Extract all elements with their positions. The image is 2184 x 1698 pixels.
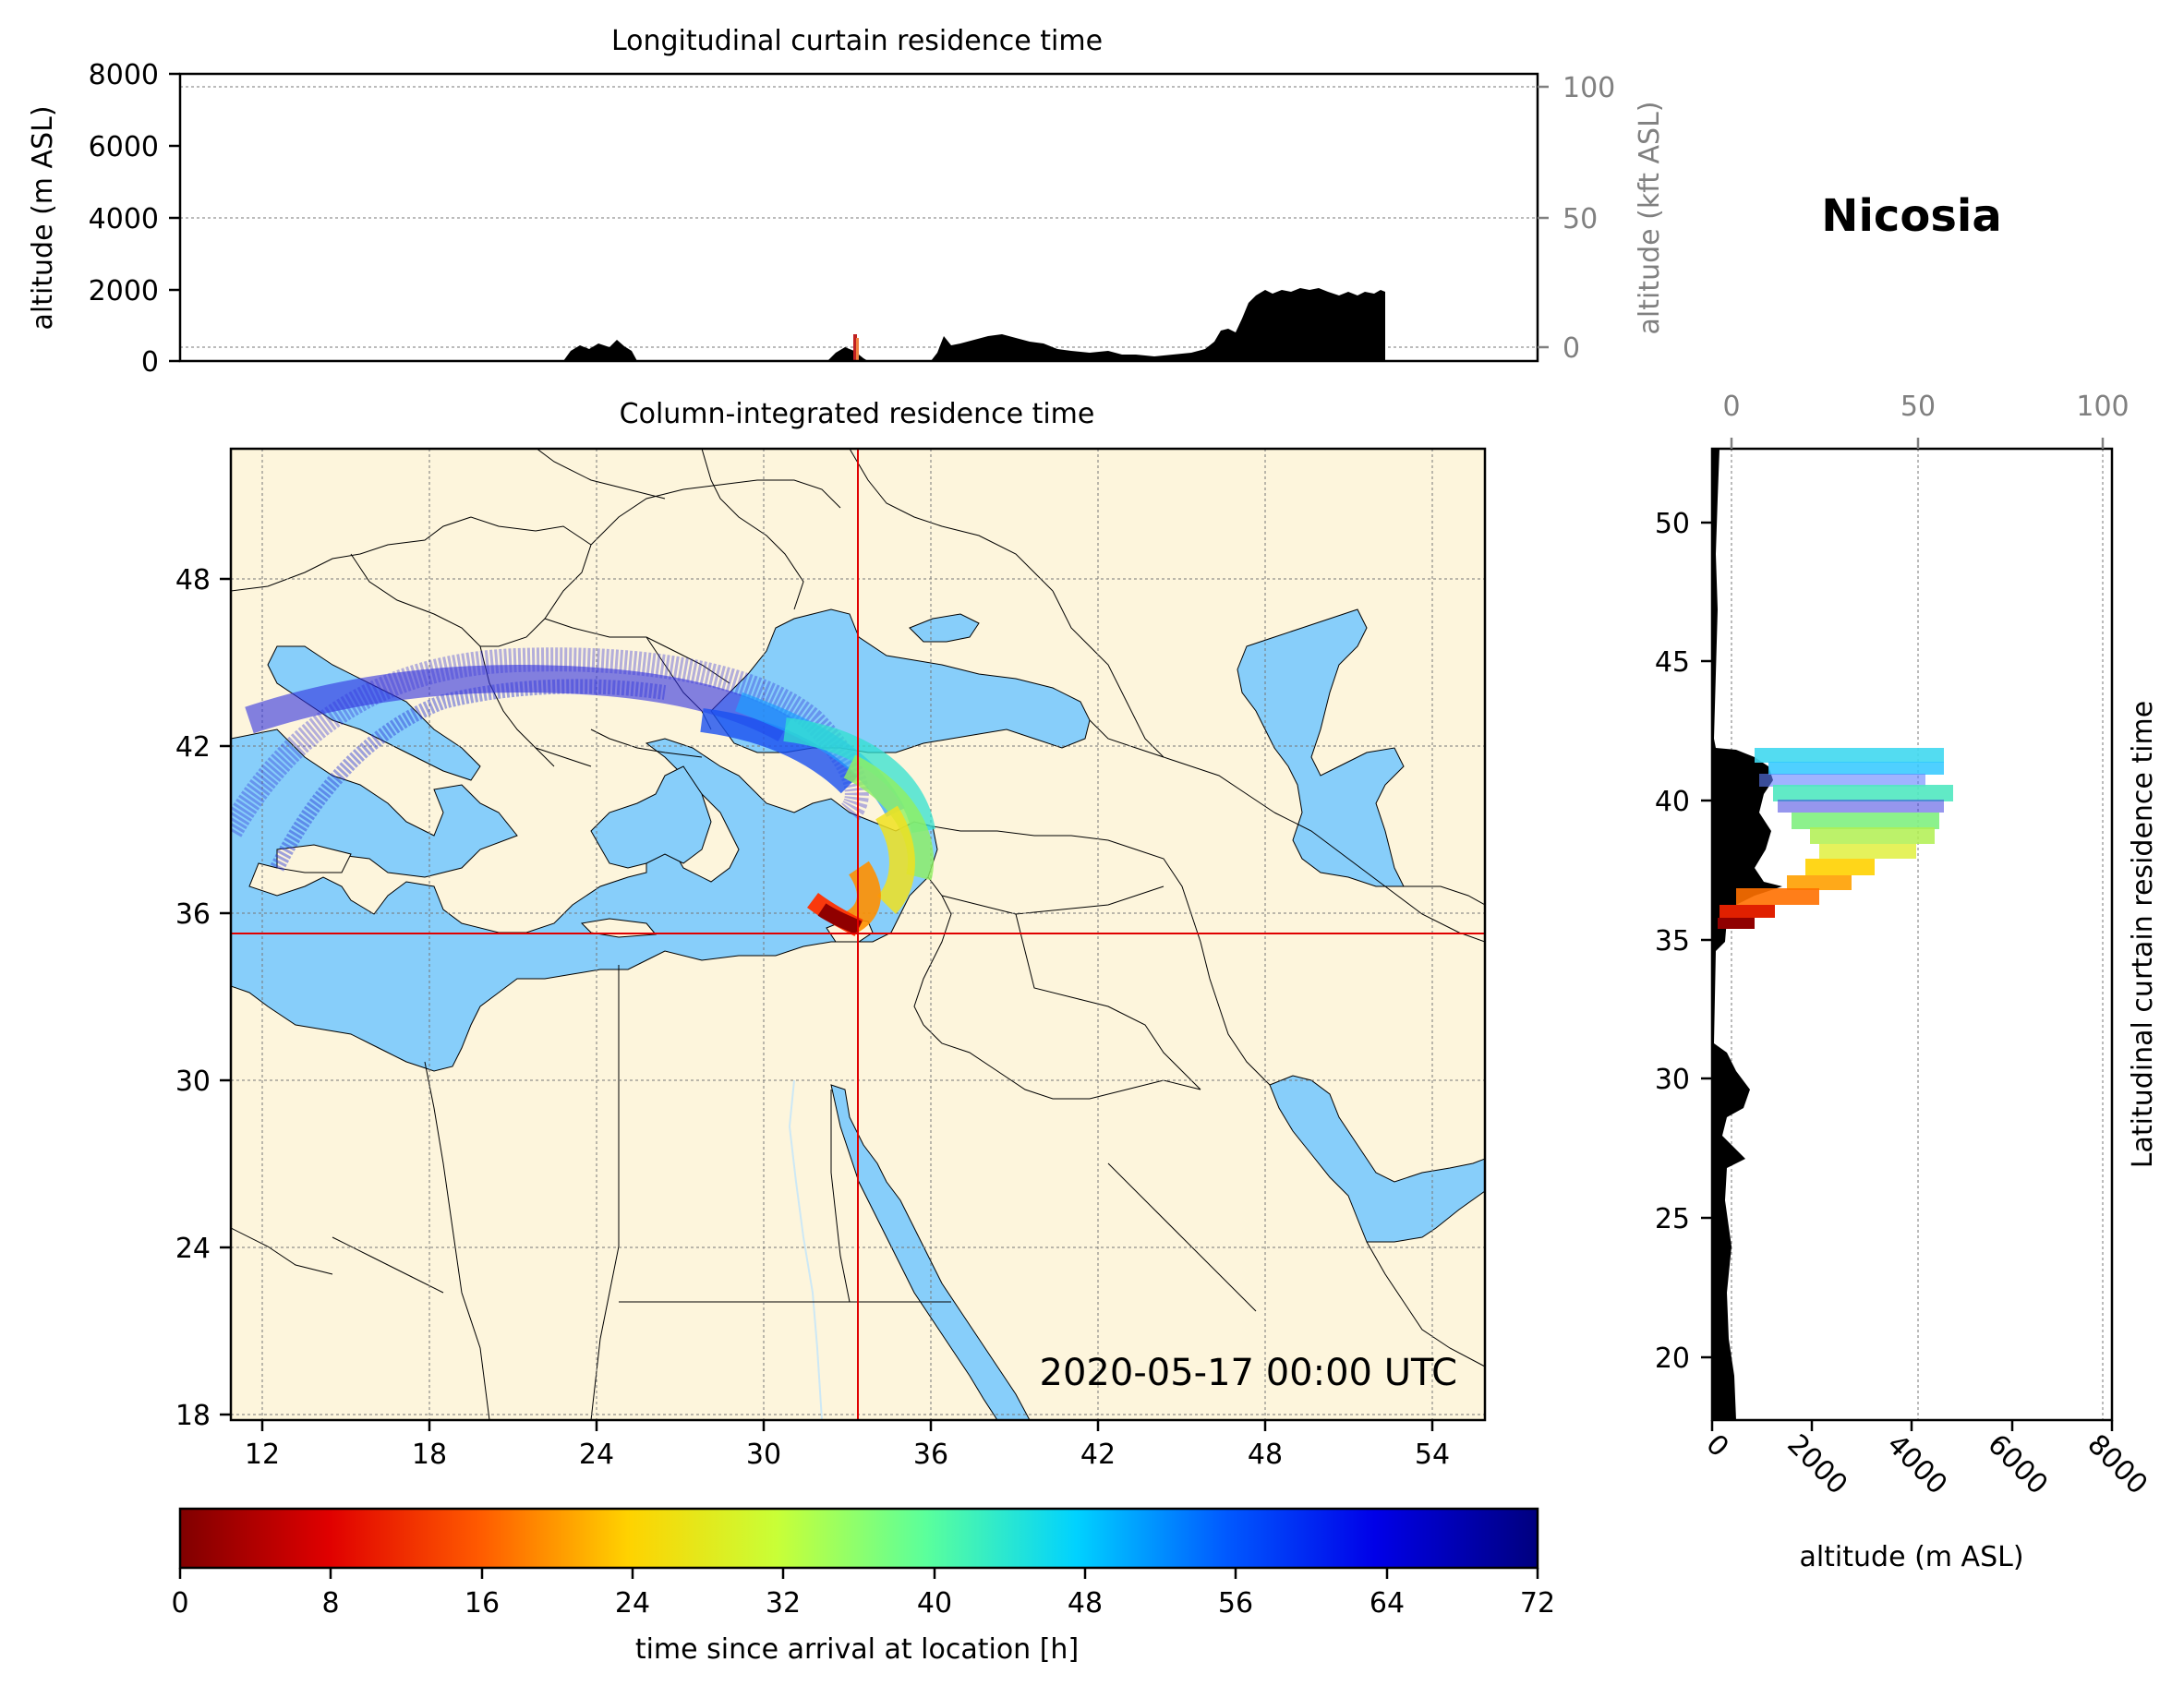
map-canvas: 2020-05-17 00:00 UTC	[231, 449, 1485, 1420]
map-y-tick: 30	[175, 1066, 211, 1098]
alt-tick: 8000	[2081, 1428, 2154, 1501]
y-tick-label: 8000	[89, 59, 159, 91]
alt-tick: 0	[1699, 1428, 1734, 1463]
alt-tick: 4000	[1880, 1428, 1953, 1501]
y-tick-label: 0	[141, 346, 159, 379]
map-x-tick: 30	[746, 1439, 781, 1471]
latitudinal-y-axis: 20 25 30 35 40 45 50	[1655, 508, 1712, 1375]
map-frame	[229, 447, 1487, 1422]
colorbar-tick: 64	[1370, 1587, 1405, 1620]
map-y-tick: 18	[175, 1400, 211, 1432]
timestamp-label: 2020-05-17 00:00 UTC	[1040, 1352, 1457, 1394]
map-x-tick: 54	[1415, 1439, 1450, 1471]
caspian-sea	[1237, 608, 1405, 887]
longitudinal-right-y-axis: 0 50 100 altitude (kft ASL)	[1538, 72, 1666, 365]
alt-tick: 6000	[1981, 1428, 2054, 1501]
latitudinal-residence-bands	[1718, 748, 1953, 929]
aegean-sea	[590, 765, 712, 869]
latitudinal-xlabel: altitude (m ASL)	[1799, 1541, 2023, 1573]
map-x-tick: 48	[1248, 1439, 1283, 1471]
kft-tick: 50	[1900, 391, 1936, 423]
lat-tick: 25	[1655, 1203, 1690, 1235]
longitudinal-ylabel: altitude (m ASL)	[27, 105, 59, 330]
right-tick-label: 0	[1563, 332, 1580, 365]
map-x-tick: 36	[913, 1439, 948, 1471]
lat-tick: 35	[1655, 925, 1690, 957]
colorbar-tick: 72	[1520, 1587, 1555, 1620]
mediterranean-sea	[231, 729, 938, 1072]
map-panel-title: Column-integrated residence time	[620, 398, 1095, 430]
colorbar-tick: 32	[766, 1587, 801, 1620]
map-y-axis: 18 24 30 36 42 48	[175, 564, 231, 1432]
colorbar-tick: 8	[321, 1587, 339, 1620]
y-tick-label: 2000	[89, 275, 159, 307]
longitudinal-left-y-axis: 0 2000 4000 6000 8000 altitude (m ASL)	[27, 59, 180, 379]
colorbar-tick: 48	[1068, 1587, 1103, 1620]
alt-tick: 2000	[1780, 1428, 1853, 1501]
map-y-tick: 24	[175, 1233, 211, 1265]
map-x-tick: 42	[1080, 1439, 1116, 1471]
latitudinal-terrain-silhouette	[1712, 449, 1782, 1420]
lat-tick: 40	[1655, 786, 1690, 818]
country-borders	[231, 449, 1485, 1420]
colorbar-label: time since arrival at location [h]	[635, 1633, 1079, 1666]
map-y-tick: 48	[175, 564, 211, 596]
map-y-tick: 36	[175, 898, 211, 931]
latitudinal-ylabel: Latitudinal curtain residence time	[2127, 701, 2159, 1168]
colorbar-ticks: 0 8 16 24 32 40 48 56 64 72	[171, 1568, 1555, 1620]
location-title: Nicosia	[1821, 190, 2001, 242]
red-sea	[830, 1084, 1031, 1420]
map-x-tick: 12	[245, 1439, 280, 1471]
kft-tick: 0	[1722, 391, 1740, 423]
colorbar: 0 8 16 24 32 40 48 56 64 72 time since a…	[171, 1507, 1555, 1666]
kft-tick: 100	[2076, 391, 2129, 423]
map-panel: Column-integrated residence time	[175, 398, 1487, 1471]
lat-tick: 20	[1655, 1343, 1690, 1375]
colorbar-tick: 24	[615, 1587, 650, 1620]
right-tick-label: 100	[1563, 72, 1615, 104]
longitudinal-ylabel-right: altitude (kft ASL)	[1634, 101, 1666, 334]
colorbar-tick: 40	[917, 1587, 952, 1620]
lat-tick: 45	[1655, 646, 1690, 679]
map-x-axis: 12 18 24 30 36 42 48 54	[245, 1420, 1450, 1471]
latitudinal-x-axis: 0 2000 4000 6000 8000 altitude (m ASL)	[1699, 1420, 2154, 1573]
latitudinal-curtain-panel: 20 25 30 35 40 45 50 0 50 100 0 2000 40 0	[1655, 391, 2159, 1573]
latitudinal-frame	[1710, 447, 2114, 1422]
right-tick-label: 50	[1563, 203, 1598, 235]
y-tick-label: 4000	[89, 203, 159, 235]
latitudinal-top-axis: 0 50 100	[1722, 391, 2130, 449]
persian-gulf	[1269, 1075, 1485, 1243]
lat-tick: 30	[1655, 1064, 1690, 1096]
longitudinal-curtain-panel: Longitudinal curtain residence time 0 20…	[27, 25, 1666, 379]
map-x-tick: 24	[579, 1439, 614, 1471]
colorbar-tick: 16	[465, 1587, 500, 1620]
longitudinal-panel-title: Longitudinal curtain residence time	[611, 25, 1103, 57]
longitudinal-terrain-silhouette	[563, 288, 1385, 361]
colorbar-tick: 56	[1218, 1587, 1253, 1620]
map-y-tick: 42	[175, 731, 211, 764]
colorbar-gradient	[180, 1509, 1538, 1568]
colorbar-tick: 0	[171, 1587, 188, 1620]
map-x-tick: 18	[412, 1439, 447, 1471]
y-tick-label: 6000	[89, 131, 159, 163]
sea-of-azov	[909, 613, 980, 643]
residence-time-plume	[231, 647, 935, 936]
lat-tick: 50	[1655, 508, 1690, 540]
